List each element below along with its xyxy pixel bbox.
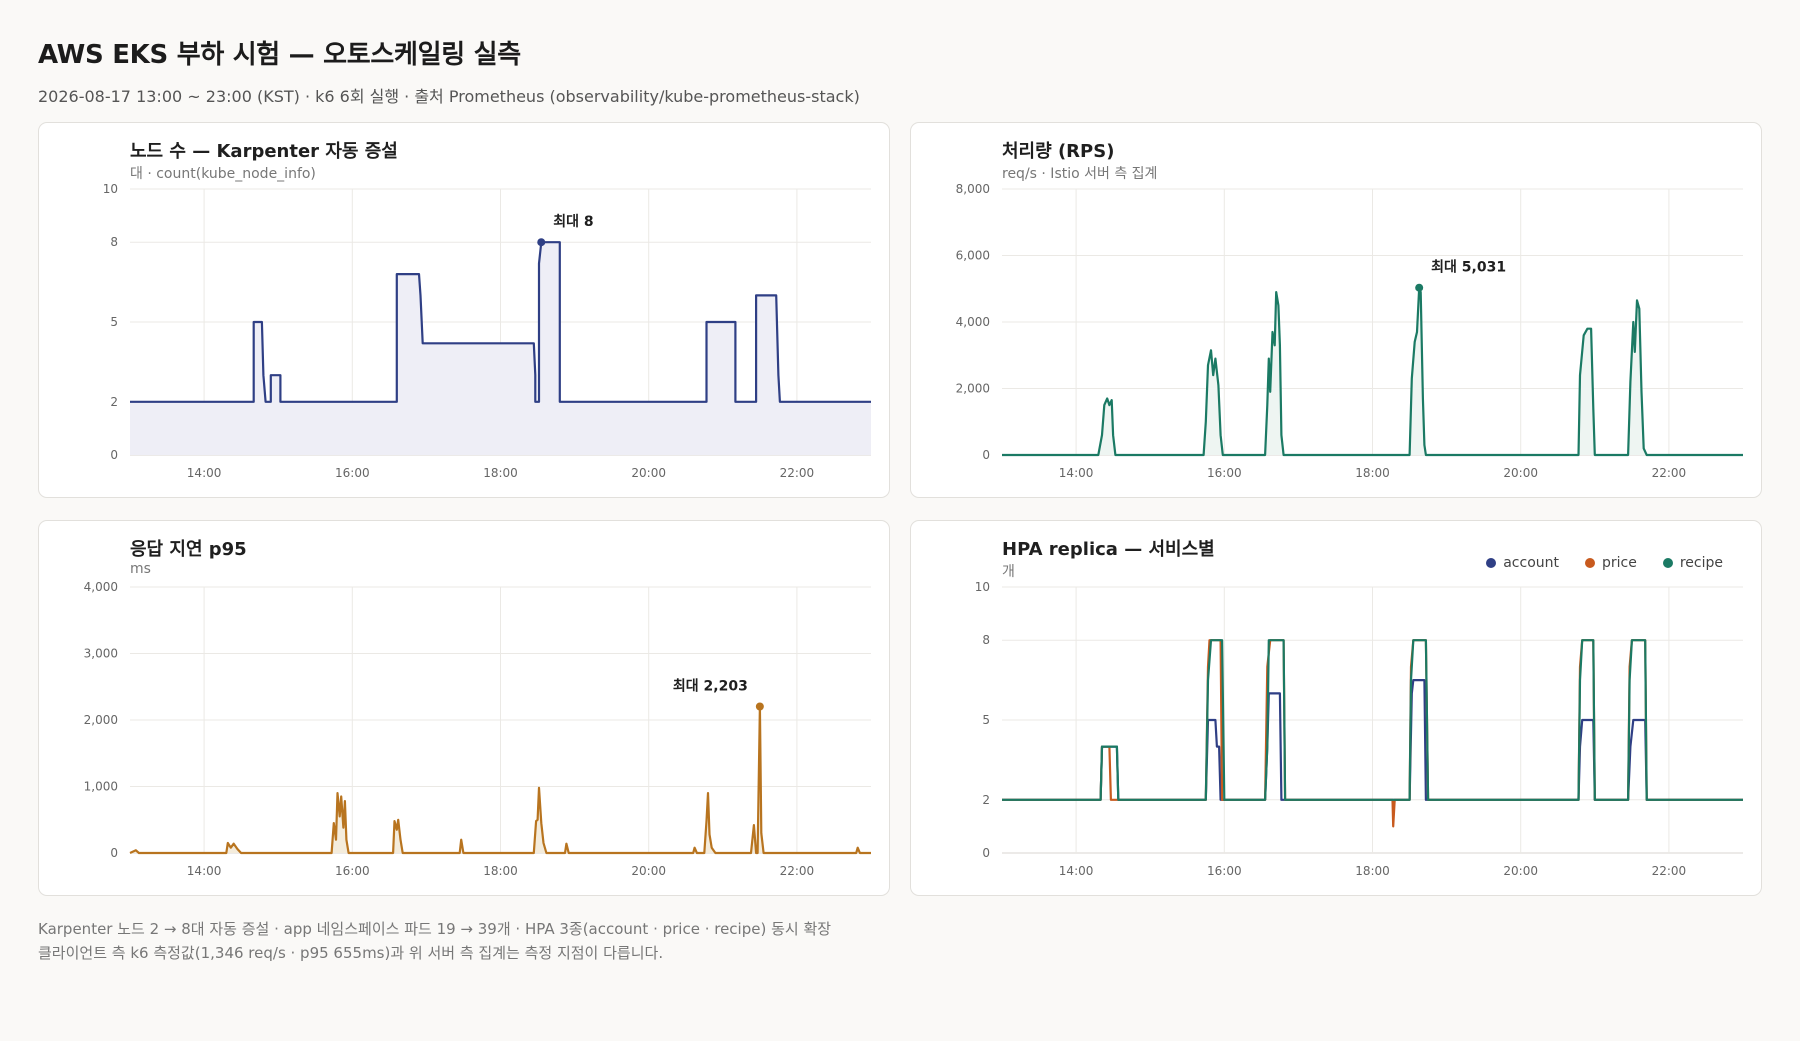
legend-item-account: account [1486,555,1559,571]
x-tick-label: 20:00 [631,466,666,480]
peak-label: 최대 2,203 [673,679,748,695]
x-tick-label: 16:00 [335,466,370,480]
chart-card-latency: 응답 지연 p95 ms 0 1,000 2,000 3,000 4,000 14:00 1… [38,520,890,896]
y-tick-label: 5 [982,713,990,727]
legend-label-price: price [1602,555,1637,571]
series-line-latency [129,705,871,855]
peak-marker [1415,283,1424,292]
rps-chart: 0 2,000 4,000 6,000 8,000 14:00 16:00 18:00 20:0… [956,182,1743,480]
legend-dot-price [1585,558,1595,568]
chart-subtitle: ms [130,561,151,577]
chart-subtitle: 개 [1002,564,1015,580]
series-line-rps [1002,286,1743,457]
chart-card-nodes: 노드 수 — Karpenter 자동 증설 대 · count(kube_no… [38,122,890,498]
y-tick-label: 0 [982,448,990,462]
y-tick-label: 0 [110,846,118,860]
peak-label: 최대 5,031 [1431,260,1506,276]
chart-legend: account price recipe [1486,555,1723,571]
latency-chart: 0 1,000 2,000 3,000 4,000 14:00 16:00 18:00 20:0… [84,580,871,878]
legend-dot-recipe [1662,558,1673,568]
x-tick-label: 20:00 [1503,864,1538,878]
chart-title: HPA replica — 서비스별 [1002,539,1215,560]
x-tick-label: 22:00 [780,466,815,480]
legend-label-account: account [1503,555,1559,571]
legend-dot-account [1486,558,1497,568]
y-tick-label: 0 [982,846,990,860]
chart-title: 응답 지연 p95 [130,539,247,560]
footer-note-1: Karpenter 노드 2 → 8대 자동 증설 · app 네임스페이스 파… [38,920,832,938]
chart-title: 처리량 (RPS) [1002,141,1115,162]
page-header: AWS EKS 부하 시험 — 오토스케일링 실측 2026-08-17 13:… [38,34,860,107]
x-tick-label: 18:00 [1355,864,1390,878]
legend-item-recipe: recipe [1662,555,1723,571]
x-tick-label: 20:00 [1503,466,1538,480]
x-tick-label: 18:00 [1355,466,1390,480]
y-tick-label: 2 [110,395,118,409]
y-tick-label: 6,000 [956,249,990,263]
series-line-nodes [130,241,871,403]
peak-marker [537,238,546,247]
x-tick-label: 16:00 [335,864,370,878]
legend-label-recipe: recipe [1679,555,1723,571]
page-footer: Karpenter 노드 2 → 8대 자동 증설 · app 네임스페이스 파… [38,917,831,965]
x-tick-label: 22:00 [1652,466,1687,480]
y-tick-label: 4,000 [956,315,990,329]
x-tick-label: 20:00 [631,864,666,878]
y-tick-label: 8,000 [956,182,990,196]
x-tick-label: 14:00 [187,466,222,480]
chart-subtitle: 대 · count(kube_node_info) [130,166,316,182]
y-tick-label: 8 [110,235,118,249]
y-tick-label: 10 [975,580,990,594]
x-tick-label: 14:00 [1059,466,1094,480]
page-subtitle: 2026-08-17 13:00 ~ 23:00 (KST) · k6 6회 실… [38,87,860,106]
x-tick-label: 16:00 [1207,864,1242,878]
y-tick-label: 8 [982,633,990,647]
x-tick-label: 22:00 [1652,864,1687,878]
x-tick-label: 22:00 [780,864,815,878]
y-tick-label: 4,000 [84,580,118,594]
y-tick-label: 0 [110,448,118,462]
y-tick-label: 5 [110,315,118,329]
y-tick-label: 3,000 [84,647,118,661]
y-tick-label: 2 [982,793,990,807]
chart-subtitle: req/s · Istio 서버 측 집계 [1002,166,1158,182]
chart-title: 노드 수 — Karpenter 자동 증설 [130,141,398,162]
series-line-recipe [1002,639,1743,801]
hpa-chart: 0 2 5 8 10 14:00 16:00 18:00 20:00 22:00 [975,580,1743,878]
chart-card-hpa: HPA replica — 서비스별 개 account price recip… [910,520,1762,896]
y-tick-label: 2,000 [84,713,118,727]
y-tick-label: 2,000 [956,382,990,396]
page-title: AWS EKS 부하 시험 — 오토스케일링 실측 [38,40,521,70]
nodes-chart: 0 2 5 8 10 14:00 16:00 18:00 20:00 22:00 최대 8 [103,182,871,480]
x-tick-label: 18:00 [483,466,518,480]
x-tick-label: 18:00 [483,864,518,878]
y-tick-label: 10 [103,182,118,196]
footer-note-2: 클라이언트 측 k6 측정값(1,346 req/s · p95 655ms)과… [38,944,664,962]
peak-marker [755,702,764,711]
x-tick-label: 16:00 [1207,466,1242,480]
chart-card-rps: 처리량 (RPS) req/s · Istio 서버 측 집계 0 2,000 4,… [910,122,1762,498]
x-tick-label: 14:00 [187,864,222,878]
legend-item-price: price [1585,555,1637,571]
y-tick-label: 1,000 [84,780,118,794]
peak-label: 최대 8 [553,214,593,230]
x-tick-label: 14:00 [1059,864,1094,878]
